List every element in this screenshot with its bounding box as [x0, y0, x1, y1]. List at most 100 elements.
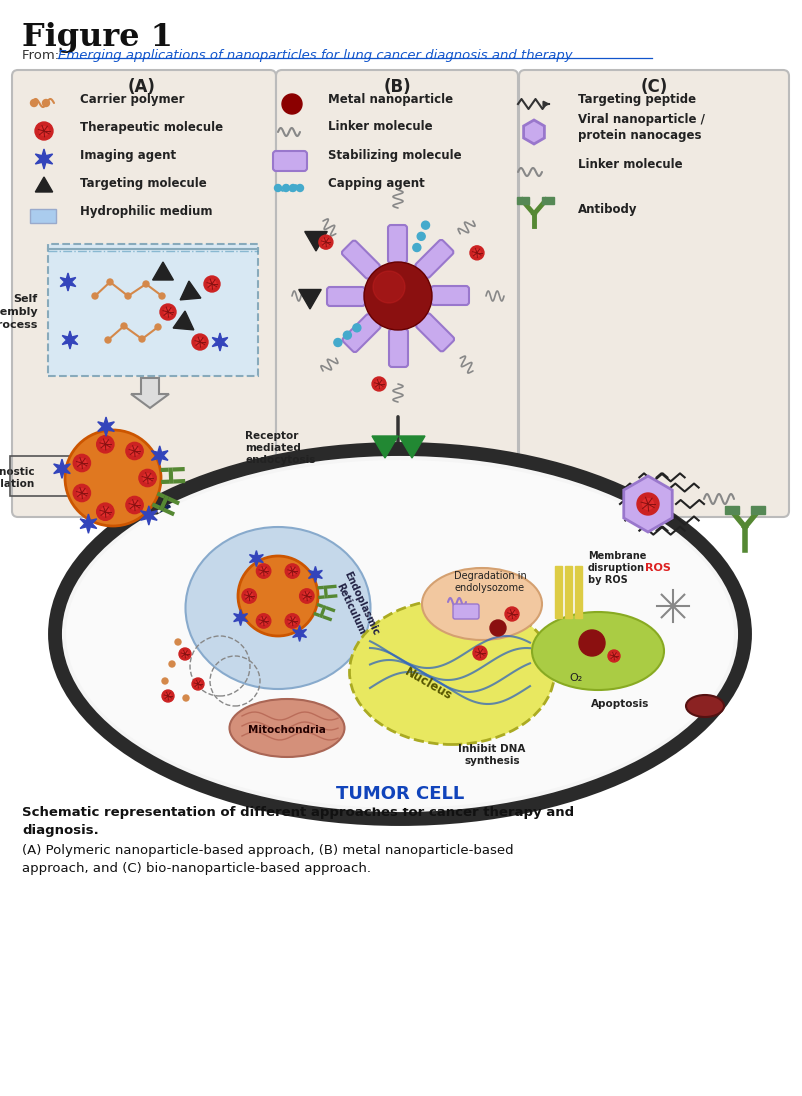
Circle shape	[130, 501, 139, 510]
Circle shape	[364, 262, 432, 330]
Circle shape	[65, 430, 161, 526]
Circle shape	[579, 630, 605, 657]
Ellipse shape	[532, 612, 664, 690]
Text: Stabilizing molecule: Stabilizing molecule	[328, 148, 462, 161]
Circle shape	[473, 646, 487, 660]
Circle shape	[373, 271, 405, 302]
Polygon shape	[98, 418, 115, 436]
Circle shape	[105, 336, 111, 343]
Circle shape	[144, 473, 152, 482]
Polygon shape	[152, 262, 173, 279]
Text: Theranostic
formulation: Theranostic formulation	[0, 467, 35, 489]
Circle shape	[182, 651, 188, 657]
Circle shape	[92, 293, 98, 299]
Circle shape	[97, 503, 114, 521]
Circle shape	[139, 469, 156, 487]
Circle shape	[179, 648, 191, 660]
Circle shape	[290, 184, 297, 192]
Circle shape	[286, 563, 300, 579]
Circle shape	[260, 568, 267, 574]
Polygon shape	[173, 311, 194, 330]
FancyBboxPatch shape	[415, 240, 453, 278]
Circle shape	[257, 614, 271, 628]
FancyBboxPatch shape	[431, 286, 469, 305]
Circle shape	[286, 614, 300, 628]
Circle shape	[192, 334, 208, 350]
Circle shape	[101, 507, 110, 516]
Circle shape	[303, 593, 310, 600]
Circle shape	[245, 593, 253, 600]
Text: Apoptosis: Apoptosis	[591, 699, 649, 709]
Text: Linker molecule: Linker molecule	[328, 121, 432, 134]
Circle shape	[78, 489, 86, 498]
Circle shape	[608, 650, 620, 662]
Polygon shape	[305, 231, 327, 251]
FancyBboxPatch shape	[273, 151, 307, 171]
Polygon shape	[524, 119, 545, 144]
Polygon shape	[249, 550, 263, 567]
Circle shape	[169, 661, 175, 667]
Circle shape	[642, 499, 654, 510]
Text: Membrane
disruption
by ROS: Membrane disruption by ROS	[588, 550, 646, 585]
Circle shape	[422, 221, 430, 229]
Circle shape	[101, 439, 110, 448]
Polygon shape	[152, 446, 168, 465]
Circle shape	[139, 336, 145, 342]
Circle shape	[125, 293, 131, 299]
Bar	[30, 209, 56, 222]
Polygon shape	[54, 459, 71, 478]
Ellipse shape	[229, 699, 345, 757]
Circle shape	[195, 681, 201, 687]
Polygon shape	[80, 514, 97, 534]
Circle shape	[78, 459, 86, 467]
Circle shape	[375, 380, 383, 388]
Text: From:: From:	[22, 49, 63, 62]
Polygon shape	[60, 273, 76, 292]
Circle shape	[242, 589, 257, 603]
Text: Antibody: Antibody	[578, 203, 638, 216]
Text: Metal nanoparticle: Metal nanoparticle	[328, 92, 453, 105]
Bar	[751, 506, 765, 514]
Circle shape	[73, 455, 91, 471]
Bar	[575, 566, 582, 618]
Circle shape	[164, 308, 172, 316]
Circle shape	[476, 650, 484, 657]
Circle shape	[155, 324, 161, 330]
Circle shape	[97, 436, 114, 453]
Ellipse shape	[350, 600, 554, 744]
Circle shape	[30, 100, 38, 106]
Circle shape	[183, 695, 189, 701]
Text: Capping agent: Capping agent	[328, 176, 425, 190]
Circle shape	[413, 243, 421, 252]
Bar	[555, 566, 562, 618]
Text: (A): (A)	[128, 78, 156, 96]
Circle shape	[257, 563, 271, 579]
Text: Influx of
H₂O: Influx of H₂O	[182, 667, 232, 712]
Circle shape	[343, 331, 351, 339]
FancyBboxPatch shape	[389, 329, 408, 367]
Text: Linker molecule: Linker molecule	[578, 159, 683, 171]
Circle shape	[162, 690, 174, 703]
Polygon shape	[35, 149, 53, 169]
Circle shape	[319, 236, 333, 249]
Bar	[725, 506, 739, 514]
Text: Self
assembly
process: Self assembly process	[0, 294, 38, 330]
Circle shape	[73, 484, 91, 502]
Bar	[517, 197, 529, 204]
Circle shape	[130, 447, 139, 455]
Text: Hydrophilic medium: Hydrophilic medium	[80, 205, 213, 217]
Ellipse shape	[686, 695, 724, 717]
Circle shape	[160, 304, 176, 320]
Text: Inhibit DNA
synthesis: Inhibit DNA synthesis	[458, 744, 525, 766]
Text: Mitochondria: Mitochondria	[248, 724, 326, 735]
Polygon shape	[140, 506, 157, 525]
Polygon shape	[233, 609, 248, 626]
Circle shape	[470, 246, 484, 260]
Circle shape	[107, 279, 113, 285]
Bar	[10, 456, 78, 496]
Circle shape	[282, 184, 290, 192]
FancyBboxPatch shape	[12, 70, 276, 517]
Polygon shape	[298, 289, 322, 309]
Text: Endoplasmic
Reticulum: Endoplasmic Reticulum	[331, 570, 380, 642]
Text: Targeting peptide: Targeting peptide	[578, 92, 696, 105]
